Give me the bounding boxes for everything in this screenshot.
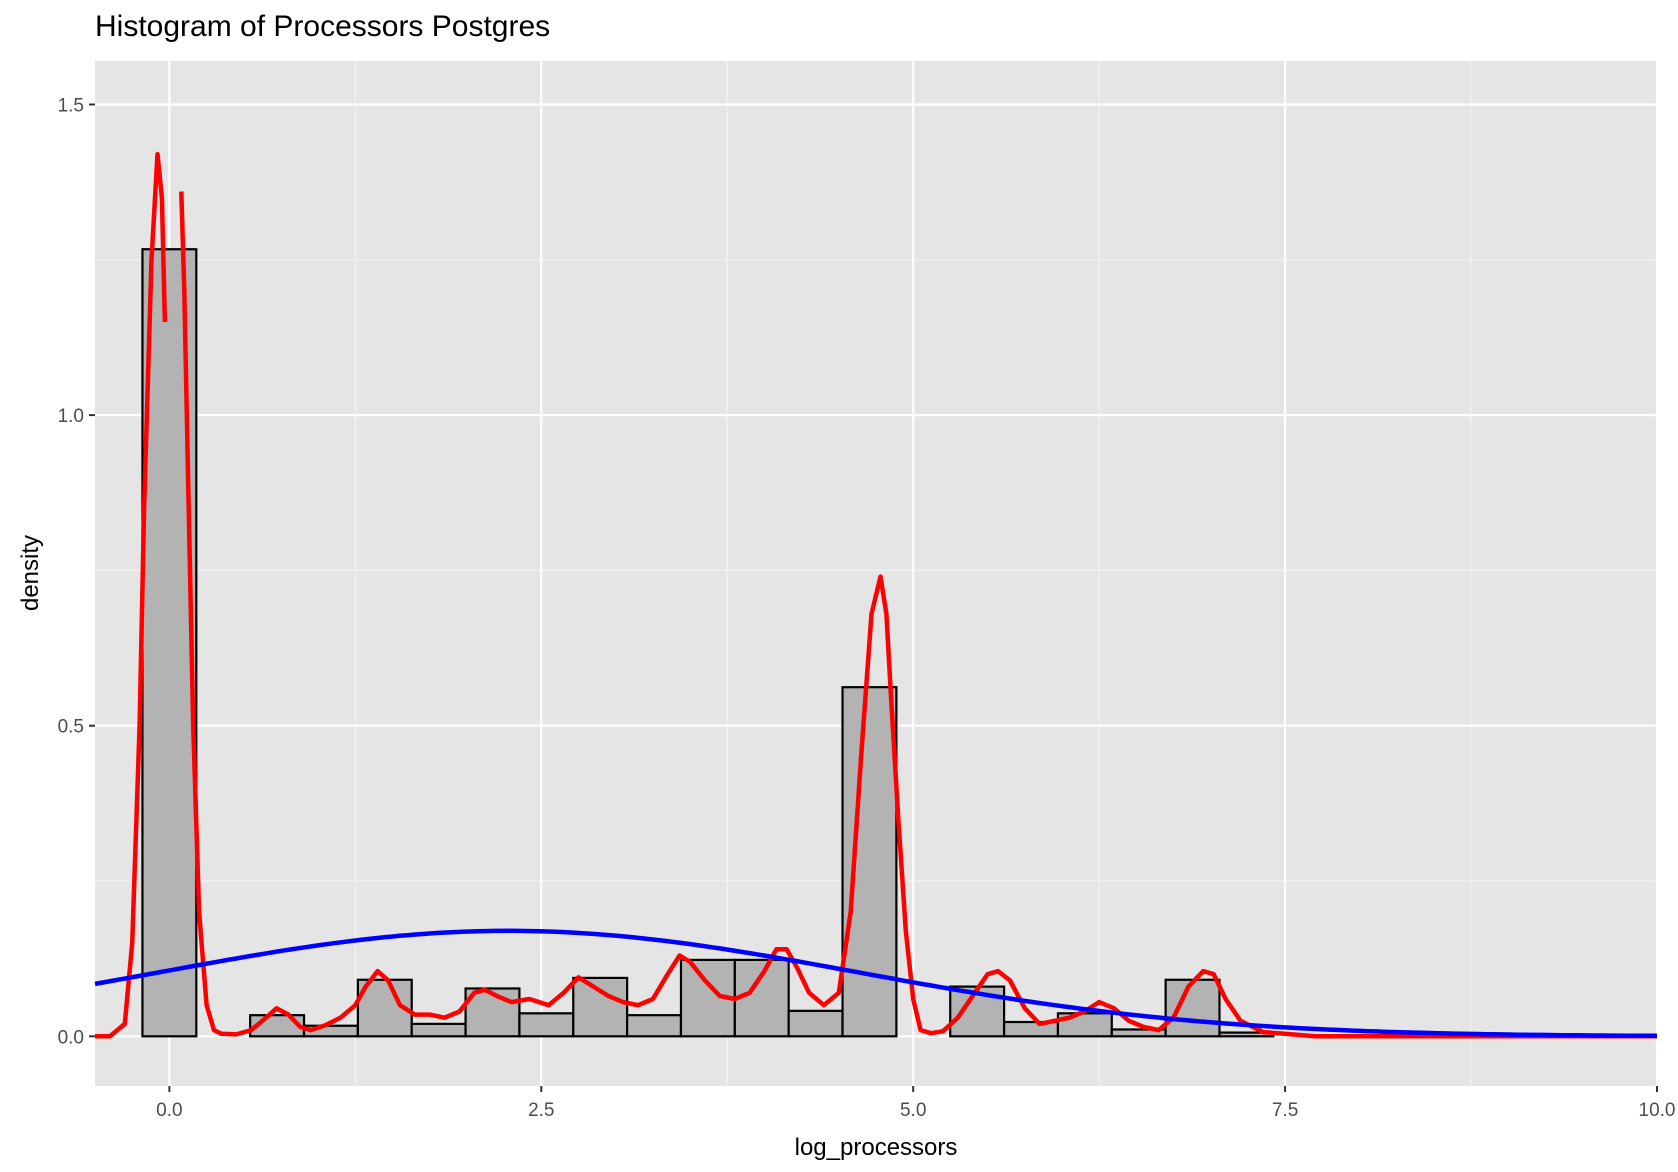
y-axis-title: density [17, 535, 44, 611]
y-tick-label: 1.0 [58, 406, 84, 427]
y-tick-label: 0.5 [58, 717, 84, 738]
histogram-bar [1002, 1020, 1060, 1038]
histogram-bar [626, 1014, 683, 1038]
histogram-bar [1164, 978, 1221, 1038]
x-tick-label: 2.5 [528, 1100, 554, 1121]
x-tick-label: 0.0 [156, 1100, 182, 1121]
y-tick-label: 0.0 [58, 1027, 84, 1048]
x-tick-label: 5.0 [900, 1100, 926, 1121]
x-tick-label: 10.0 [1639, 1100, 1676, 1121]
histogram-bar [518, 1012, 575, 1038]
x-axis: 0.0 2.5 5.0 7.5 10.0 [156, 1086, 1675, 1121]
histogram-bar [464, 987, 521, 1038]
y-tick-label: 1.5 [58, 95, 84, 116]
x-axis-title: log_processors [795, 1134, 958, 1161]
histogram-bar [787, 1009, 844, 1038]
histogram-bar [841, 686, 898, 1038]
normal-curve-blue [94, 928, 1657, 1039]
chart-title: Histogram of Processors Postgres [95, 10, 551, 43]
y-axis: 0.0 0.5 1.0 1.5 [58, 95, 95, 1048]
curves [94, 151, 1657, 1039]
density-curve-red [95, 151, 1657, 1039]
minor-gridlines [95, 61, 1657, 1086]
histogram-bar [410, 1022, 467, 1038]
x-tick-label: 7.5 [1272, 1100, 1298, 1121]
histogram-bar [572, 976, 629, 1038]
